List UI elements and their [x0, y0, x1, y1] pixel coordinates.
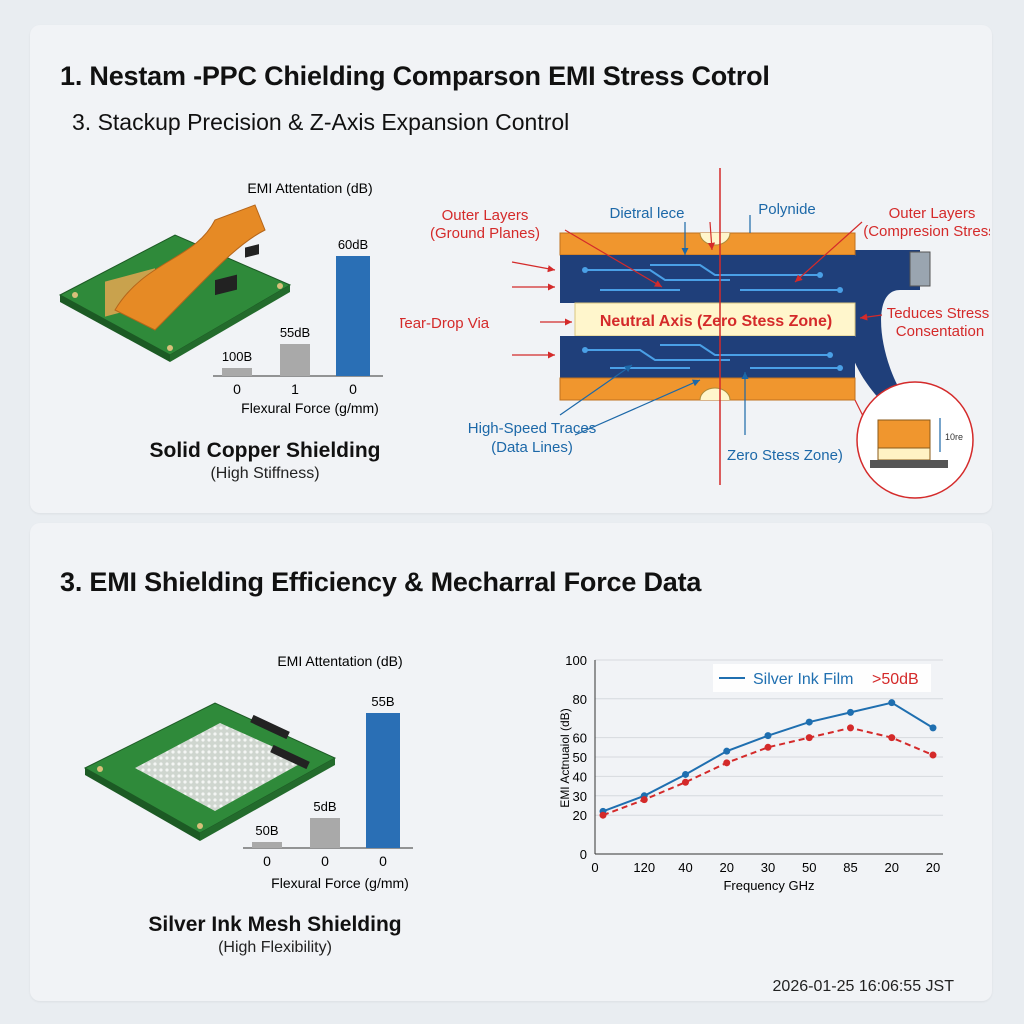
line-chart-point-0-6: [847, 708, 854, 716]
bottom-bar-chart: EMI Attentation (dB) 50B 0 5dB 0 55B 0 Flexur…: [243, 653, 413, 891]
line-chart-point-1-0: [599, 811, 607, 819]
ground-planes-label: (Ground Planes): [430, 225, 540, 242]
concentration-label: Consentation: [896, 323, 984, 340]
top-chart-bar-0: [222, 368, 252, 376]
line-chart-x-tick-2: 40: [678, 860, 692, 875]
copper-caption-sub: (High Stiffness): [210, 465, 320, 482]
reduces-stress-label: Teduces Stress: [887, 305, 990, 322]
line-chart-point-0-4: [764, 732, 772, 740]
bottom-bar-chart-title: EMI Attentation (dB): [277, 653, 402, 669]
line-chart-series-1: [602, 726, 934, 817]
copper-caption: Solid Copper Shielding: [149, 439, 381, 462]
top-chart-x-tick-0: 0: [233, 381, 241, 397]
line-chart-y-tick-0: 0: [580, 847, 587, 862]
line-chart-y-tick-2: 30: [573, 789, 587, 804]
line-chart-y-tick-6: 80: [573, 692, 587, 707]
line-chart-x-tick-7: 20: [885, 860, 899, 875]
copper-shield-board-illustration: [58, 204, 292, 362]
data-lines-label: (Data Lines): [491, 439, 573, 456]
dielectric-label: Dietral lece: [609, 205, 684, 222]
top-bar-chart: EMI Attentation (dB) 100B 0 55dB 1 60dB 0 Fle…: [213, 180, 383, 416]
line-chart-point-1-8: [929, 751, 937, 759]
line-chart-x-tick-3: 20: [720, 860, 734, 875]
line-chart-x-tick-1: 120: [633, 860, 655, 875]
top-chart-bar-label-1: 55dB: [280, 325, 310, 340]
neutral-axis-label: Neutral Axis (Zero Stess Zone): [600, 313, 832, 330]
line-chart-legend-label: Silver Ink Film: [753, 671, 853, 688]
bottom-chart-x-tick-2: 0: [379, 853, 387, 869]
line-chart-x-tick-8: 20: [926, 860, 940, 875]
line-chart-point-0-7: [888, 699, 896, 707]
top-chart-bar-2: [336, 256, 370, 376]
line-chart-point-1-3: [723, 759, 731, 767]
line-chart-point-1-4: [764, 743, 772, 751]
top-panel-title: 1. Nestam -PPC Chielding Comparson EMI S…: [60, 61, 770, 91]
frequency-line-chart: 0 20 30 40 50 60 80 100 0 120 40 20 30 50 85 20 20 EMI …: [558, 653, 943, 893]
top-chart-bar-1: [280, 344, 310, 376]
line-chart-point-1-2: [682, 778, 689, 786]
line-chart-y-tick-7: 100: [565, 653, 587, 668]
silver-caption-sub: (High Flexibility): [218, 939, 332, 956]
top-panel-subtitle: 3. Stackup Precision & Z-Axis Expansion …: [72, 109, 570, 135]
bottom-chart-x-tick-0: 0: [263, 853, 271, 869]
silver-mesh-board-illustration: [83, 702, 337, 841]
line-chart-point-1-6: [847, 724, 854, 732]
line-chart-point-1-7: [888, 734, 896, 742]
bottom-chart-bar-0: [252, 842, 282, 848]
compression-stress-label: (Compresion Stress): [863, 223, 990, 240]
bottom-chart-bar-label-2: 55B: [371, 694, 394, 709]
bottom-chart-bar-1: [310, 818, 340, 848]
line-chart-y-tick-3: 40: [573, 769, 587, 784]
line-chart-legend-box: [713, 664, 931, 692]
outer-layers-right-label: Outer Layers: [889, 205, 976, 222]
top-bar-chart-title: EMI Attentation (dB): [247, 180, 372, 196]
line-chart-x-tick-5: 50: [802, 860, 816, 875]
line-chart-y-tick-5: 60: [573, 731, 587, 746]
bottom-bar-chart-xlabel: Flexural Force (g/mm): [271, 875, 409, 891]
polyimide-label: Polynide: [758, 201, 816, 218]
line-chart-point-0-8: [929, 724, 937, 732]
line-chart-point-1-5: [805, 734, 813, 742]
bottom-chart-bar-label-0: 50B: [255, 823, 278, 838]
zero-stress-zone-label: Zero Stess Zone): [727, 447, 843, 464]
inset-dimension-label: 10re: [945, 432, 963, 442]
line-chart-y-tick-4: 50: [573, 750, 587, 765]
bottom-panel-title: 3. EMI Shielding Efficiency & Mecharral …: [60, 567, 702, 597]
bottom-chart-x-tick-1: 0: [321, 853, 329, 869]
bottom-panel: 3. EMI Shielding Efficiency & Mecharral …: [30, 523, 992, 1001]
line-chart-point-0-3: [723, 747, 731, 755]
top-chart-bar-label-0: 100B: [222, 349, 252, 364]
top-bar-chart-xlabel: Flexural Force (g/mm): [241, 400, 379, 416]
teardrop-via-label: Tear-Drop Via: [400, 315, 490, 332]
top-chart-x-tick-1: 1: [291, 381, 299, 397]
stackup-diagram: Neutral Axis (Zero Stess Zone) Outer Lay…: [400, 168, 990, 499]
line-chart-x-tick-0: 0: [591, 860, 598, 875]
top-chart-bar-label-2: 60dB: [338, 237, 368, 252]
line-chart-xlabel: Frequency GHz: [723, 878, 814, 893]
line-chart-point-1-1: [640, 796, 648, 804]
line-chart-ylabel: EMI Actnuaiol (dB): [558, 708, 572, 807]
line-chart-legend-highlight: >50dB: [872, 671, 919, 688]
silver-caption: Silver Ink Mesh Shielding: [148, 913, 402, 936]
line-chart-x-tick-6: 85: [843, 860, 857, 875]
top-panel: 1. Nestam -PPC Chielding Comparson EMI S…: [30, 25, 992, 513]
bottom-chart-bar-2: [366, 713, 400, 848]
top-chart-x-tick-2: 0: [349, 381, 357, 397]
line-chart-x-tick-4: 30: [761, 860, 775, 875]
line-chart-y-tick-1: 20: [573, 808, 587, 823]
outer-layers-left-label: Outer Layers: [442, 207, 529, 224]
bottom-chart-bar-label-1: 5dB: [313, 799, 336, 814]
line-chart-point-0-5: [805, 718, 813, 726]
high-speed-traces-label: High-Speed Traces: [468, 420, 596, 437]
line-chart-point-0-2: [682, 770, 689, 778]
timestamp: 2026-01-25 16:06:55 JST: [772, 978, 954, 995]
